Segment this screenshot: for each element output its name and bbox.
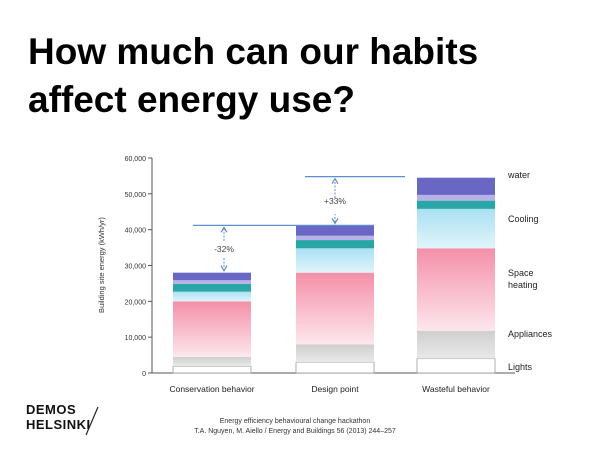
- bar-segment: [296, 225, 374, 236]
- legend-label-lights: Lights: [508, 362, 533, 372]
- footer-line1: Energy efficiency behavioural change hac…: [219, 418, 371, 425]
- bar-segment: [417, 194, 495, 201]
- bar-segment: [296, 272, 374, 345]
- y-tick-label: 40,000: [125, 228, 147, 235]
- bar-segment: [173, 283, 251, 292]
- bar-segment: [417, 248, 495, 331]
- slide-title: How much can our habits affect energy us…: [28, 28, 588, 124]
- legend-label-appliances: Appliances: [508, 329, 553, 339]
- bar-segment: [173, 272, 251, 281]
- bar-segment: [296, 235, 374, 241]
- legend-label-part: Space: [508, 268, 534, 278]
- y-tick-label: 50,000: [125, 192, 147, 199]
- bar-segment: [417, 200, 495, 209]
- annotation-label: -32%: [214, 244, 234, 254]
- annotation-arrowhead: [331, 177, 339, 184]
- bar-segment: [173, 280, 251, 284]
- legend-label-space-heating: Space heating: [508, 268, 538, 290]
- footer-citation: Energy efficiency behavioural change hac…: [170, 417, 420, 437]
- y-axis-label: Building site energy (kWh/yr): [97, 217, 106, 313]
- x-tick-label: Conservation behavior: [169, 384, 254, 394]
- brand-line2: HELSINKI: [26, 417, 91, 432]
- bar-segment: [173, 291, 251, 302]
- bar-segment: [295, 361, 375, 374]
- annotation-label: +33%: [324, 196, 346, 206]
- legend-label-water: water: [507, 170, 530, 180]
- bar-segment: [416, 358, 496, 374]
- brand-line1: DEMOS: [26, 402, 77, 417]
- y-tick-label: 20,000: [125, 299, 147, 306]
- annotation-arrowhead: [331, 218, 339, 225]
- x-tick-label: Design point: [311, 384, 359, 394]
- annotation-arrowhead: [220, 226, 228, 233]
- demos-helsinki-logo: DEMOS HELSINKI: [26, 402, 91, 432]
- bar-segment: [173, 301, 251, 357]
- slide-title-line2: affect energy use?: [28, 79, 355, 120]
- bar-segment: [172, 366, 252, 374]
- y-tick-label: 60,000: [125, 156, 147, 163]
- legend-label-part: heating: [508, 280, 538, 290]
- annotation-arrowhead: [220, 265, 228, 272]
- bar-segment: [296, 344, 374, 363]
- legend-label-cooling: Cooling: [508, 214, 539, 224]
- y-tick-label: 10,000: [125, 335, 147, 342]
- bar-segment: [173, 356, 251, 367]
- footer-line2: T.A. Nguyen, M. Aiello / Energy and Buil…: [194, 428, 396, 435]
- slide-title-line1: How much can our habits: [28, 31, 479, 72]
- x-tick-label: Wasteful behavior: [422, 384, 490, 394]
- brand-slash-icon: [85, 406, 99, 436]
- bar-segment: [417, 330, 495, 359]
- y-tick-label: 0: [142, 371, 146, 378]
- bar-segment: [296, 248, 374, 273]
- bar-segment: [296, 240, 374, 249]
- bar-segment: [417, 177, 495, 195]
- y-tick-label: 30,000: [125, 264, 147, 271]
- bar-segment: [417, 208, 495, 249]
